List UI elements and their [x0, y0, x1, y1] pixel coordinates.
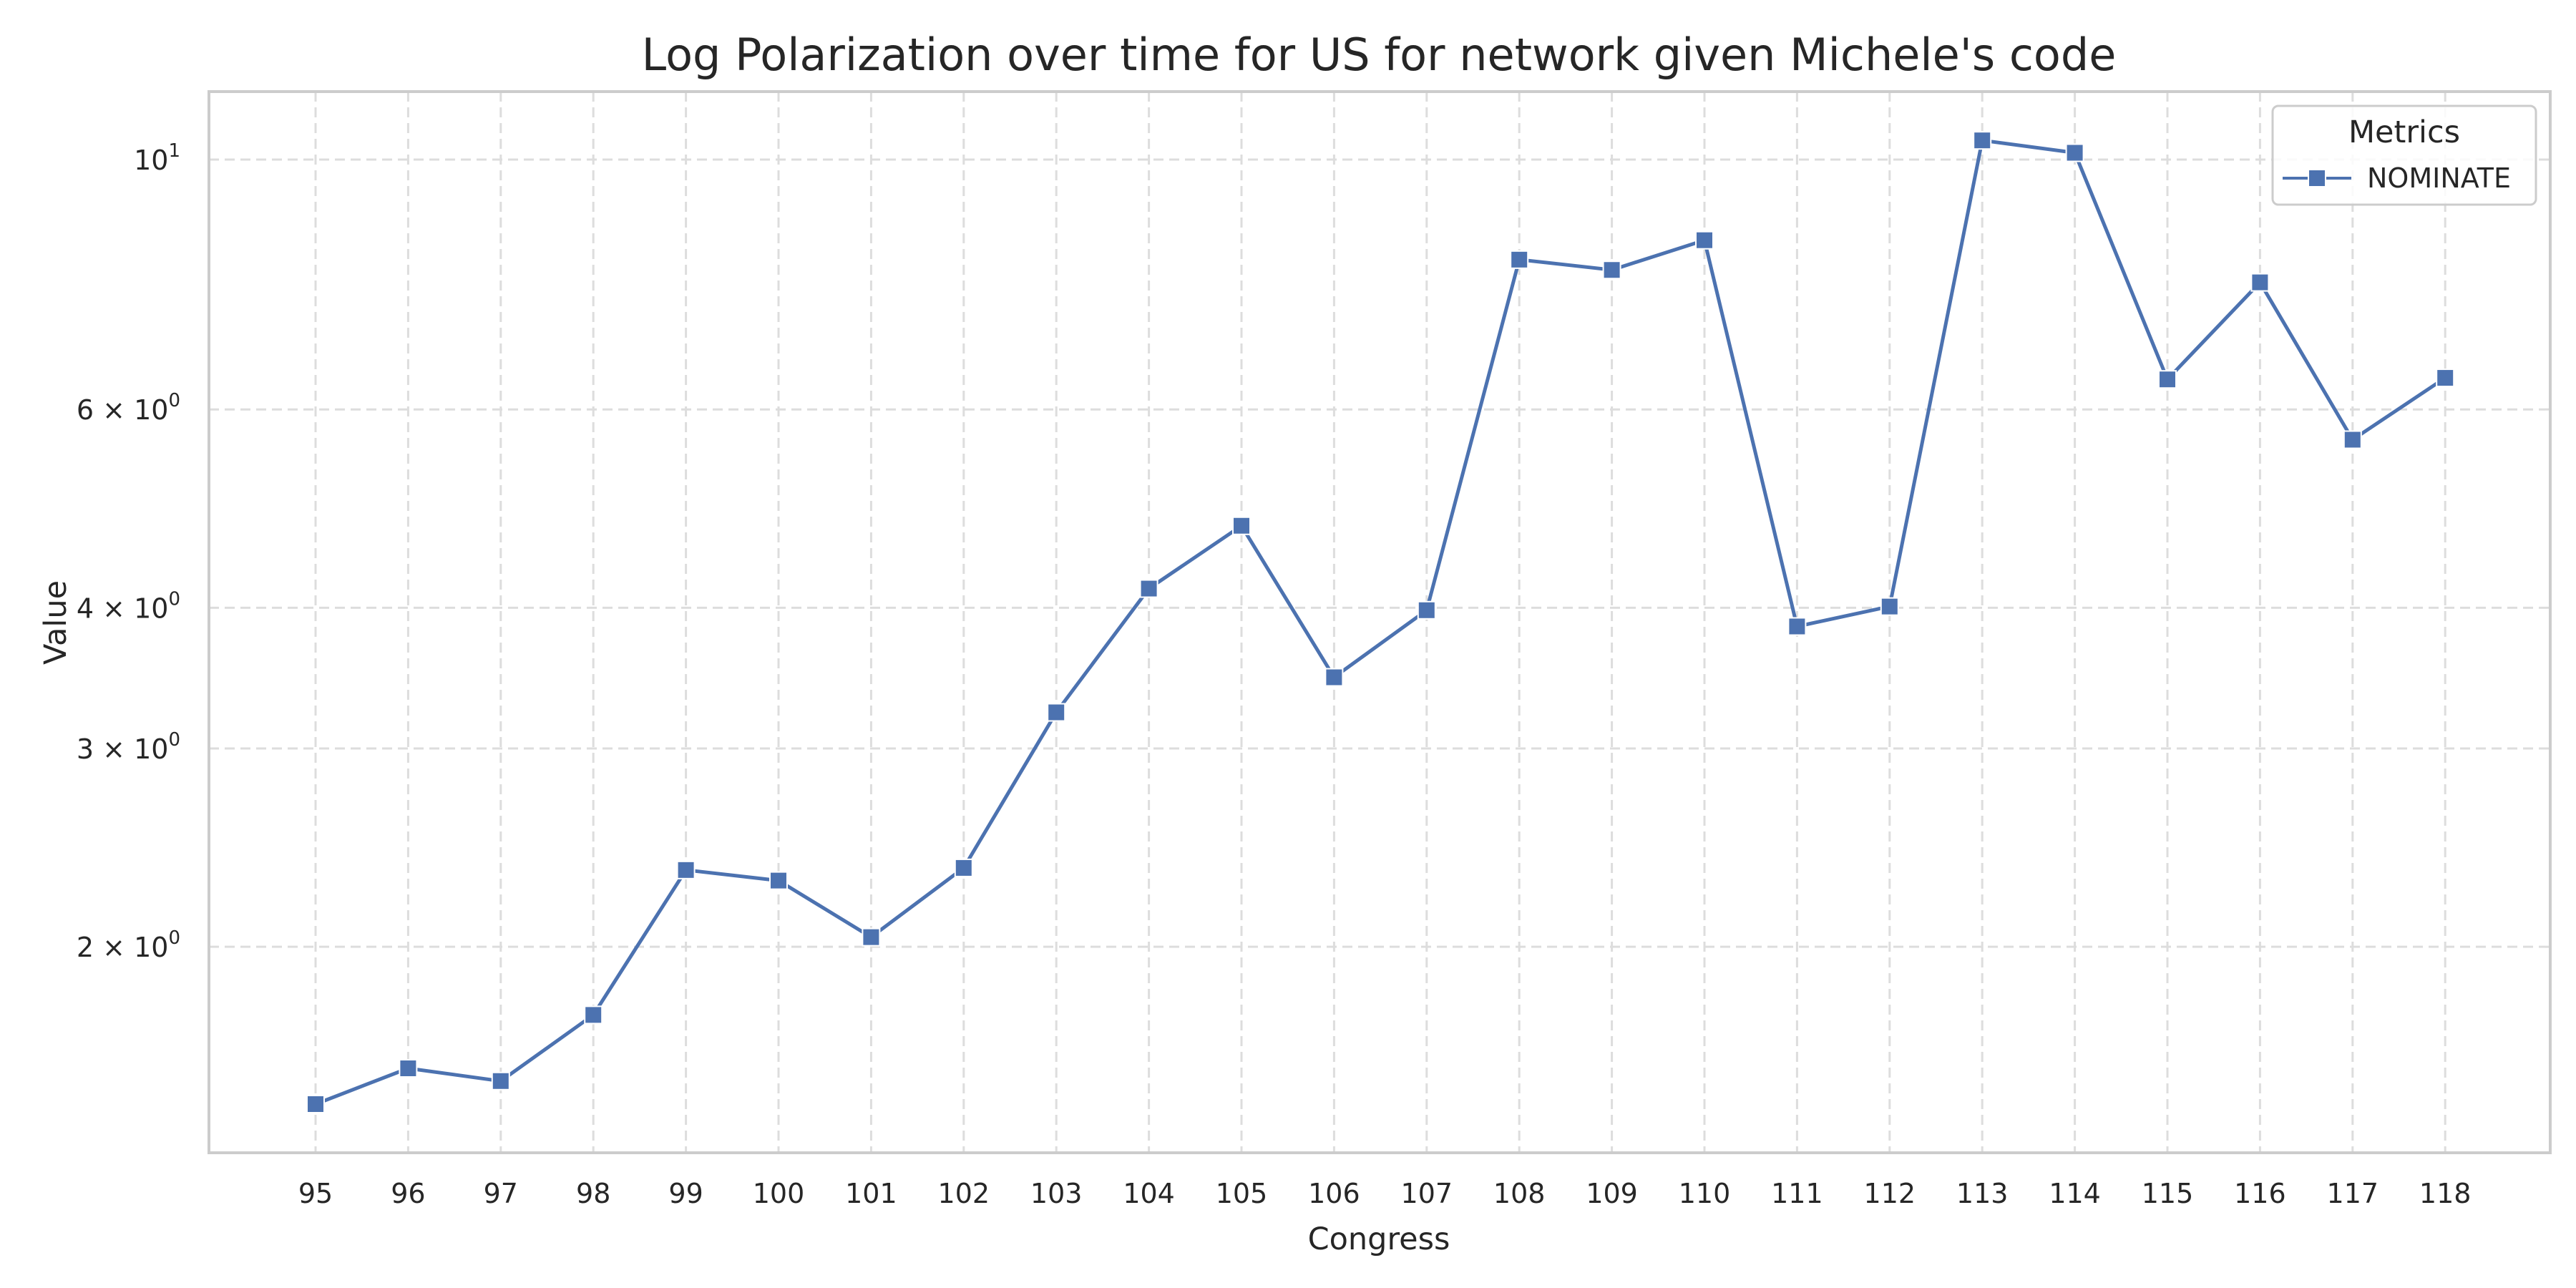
data-point-marker: [1047, 703, 1066, 722]
x-tick-label: 111: [1771, 1178, 1823, 1209]
y-tick-label: 4 × 100: [77, 588, 180, 624]
y-tick-exponent: 0: [168, 588, 180, 610]
x-tick-label: 114: [2049, 1178, 2101, 1209]
data-point-marker: [769, 871, 788, 890]
legend: Metrics NOMINATE: [2271, 104, 2537, 206]
x-tick-label: 97: [484, 1178, 518, 1209]
x-tick-label: 110: [1679, 1178, 1731, 1209]
legend-series-label: NOMINATE: [2367, 162, 2511, 194]
data-point-marker: [1880, 597, 1899, 616]
x-tick-label: 100: [753, 1178, 805, 1209]
data-point-marker: [1787, 617, 1807, 636]
x-tick-label: 98: [576, 1178, 610, 1209]
x-tick-label: 96: [391, 1178, 425, 1209]
x-tick-label: 108: [1493, 1178, 1546, 1209]
y-tick-label: 2 × 100: [77, 927, 180, 963]
x-tick-label: 117: [2327, 1178, 2379, 1209]
x-tick-label: 106: [1308, 1178, 1360, 1209]
x-axis-label: Congress: [1308, 1221, 1450, 1257]
series-line-nominate: [315, 138, 2446, 1106]
data-point-marker: [2158, 370, 2177, 389]
data-point-marker: [954, 858, 973, 877]
x-tick-label: 104: [1123, 1178, 1175, 1209]
y-axis-label: Value: [38, 580, 74, 665]
chart-title: Log Polarization over time for US for ne…: [642, 29, 2117, 81]
legend-series-marker: [2308, 169, 2326, 187]
y-tick-exponent: 0: [168, 729, 180, 751]
x-tick-label: 102: [938, 1178, 990, 1209]
y-tick-base: 2 × 10: [77, 932, 169, 963]
x-tick-label: 116: [2234, 1178, 2286, 1209]
data-point-marker: [676, 860, 696, 879]
data-point-marker: [2343, 430, 2362, 449]
x-tick-label: 115: [2142, 1178, 2194, 1209]
legend-title: Metrics: [2348, 114, 2460, 150]
y-tick-base: 10: [134, 145, 168, 176]
data-point-marker: [862, 927, 881, 947]
y-tick-label: 6 × 100: [77, 390, 180, 426]
data-point-marker: [1232, 516, 1251, 535]
x-tick-label: 103: [1030, 1178, 1083, 1209]
data-point-marker: [1139, 579, 1158, 598]
series-layer: [306, 131, 2455, 1113]
x-tick-label: 101: [845, 1178, 897, 1209]
x-tick-label: 109: [1586, 1178, 1638, 1209]
y-tick-base: 6 × 10: [77, 394, 169, 426]
data-point-marker: [1417, 600, 1436, 620]
y-gridlines: [209, 158, 2550, 948]
y-tick-label: 101: [134, 140, 180, 176]
data-point-marker: [306, 1095, 325, 1113]
data-point-marker: [2250, 273, 2270, 292]
y-tick-exponent: 1: [168, 140, 180, 162]
x-tick-label: 95: [298, 1178, 333, 1209]
plot-area-frame: [208, 90, 2552, 1154]
data-point-marker: [584, 1005, 603, 1025]
y-tick-base: 3 × 10: [77, 733, 169, 765]
x-tick-label: 99: [668, 1178, 703, 1209]
y-tick-label: 3 × 100: [77, 729, 180, 765]
x-tick-label: 107: [1401, 1178, 1453, 1209]
x-tick-label: 105: [1216, 1178, 1268, 1209]
data-point-marker: [491, 1071, 510, 1091]
data-point-marker: [1602, 260, 1621, 280]
x-tick-labels: 95 96 97 98 99 100 101 102 103 104 105 106 107 108 109…: [298, 1178, 2472, 1209]
data-point-marker: [1510, 250, 1529, 269]
data-point-marker: [1324, 668, 1344, 687]
x-tick-label: 113: [1956, 1178, 2009, 1209]
data-point-marker: [399, 1059, 418, 1078]
y-tick-base: 4 × 10: [77, 592, 169, 624]
x-tick-label: 118: [2419, 1178, 2472, 1209]
y-tick-exponent: 0: [168, 390, 180, 411]
data-point-marker: [2065, 143, 2084, 162]
x-tick-label: 112: [1864, 1178, 1916, 1209]
y-tick-exponent: 0: [168, 927, 180, 949]
data-point-marker: [2436, 369, 2455, 388]
data-point-marker: [1973, 131, 1992, 150]
data-point-marker: [1695, 230, 1714, 250]
legend-box: [2271, 104, 2537, 206]
